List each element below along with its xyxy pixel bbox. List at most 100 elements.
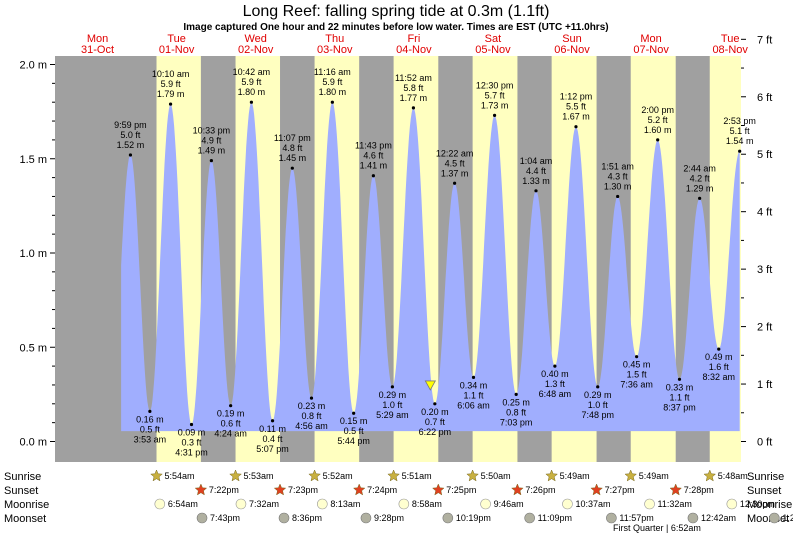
sunrise-icon (703, 469, 717, 482)
tide-point (698, 196, 702, 200)
tide-time-label: 1:12 pm (560, 92, 593, 102)
tide-meters-label: 0.15 m (340, 416, 368, 426)
moon-phase-label: First Quarter | 6:52am (613, 523, 701, 533)
y-right-tick-label: 5 ft (757, 149, 772, 161)
tide-feet-label: 4.2 ft (690, 173, 711, 183)
moonrise-time: 11:32am (658, 499, 692, 509)
y-left-tick-label: 1.5 m (19, 154, 47, 166)
date-label: 31-Oct (81, 44, 114, 56)
tide-point (616, 194, 620, 199)
tide-meters-label: 1.60 m (644, 125, 672, 135)
moonrise-icon (317, 498, 328, 510)
tide-point (352, 411, 356, 415)
tide-meters-label: 0.29 m (379, 390, 407, 400)
tide-point (635, 355, 639, 359)
moonrise-icon (154, 498, 166, 510)
moonset-time: 9:28pm (374, 513, 404, 523)
day-of-week-label: Mon (640, 33, 661, 45)
tide-point (371, 174, 375, 178)
tide-feet-label: 4.9 ft (201, 136, 222, 146)
sunrise-time: 5:49am (560, 471, 590, 481)
tide-point (390, 385, 394, 389)
tide-meters-label: 0.25 m (502, 397, 530, 407)
tide-point (148, 409, 152, 413)
moonset-time: 11:57pm (619, 513, 653, 523)
tide-time-label: 12:30 pm (476, 80, 514, 90)
row-label-left: Sunset (4, 485, 38, 497)
moonrise-time: 10:37am (575, 499, 610, 509)
y-left-tick-label: 0.5 m (19, 342, 47, 354)
tide-feet-label: 1.5 ft (627, 370, 648, 380)
tide-time-label: 6:22 pm (419, 427, 452, 437)
tide-time-label: 2:53 pm (723, 116, 756, 126)
moonset-time: 10:19pm (456, 513, 491, 523)
tide-point (574, 125, 578, 129)
current-tide-triangle (424, 380, 437, 391)
date-label: 04-Nov (396, 44, 432, 56)
moonrise-icon (235, 498, 247, 510)
tide-time-label: 2:00 pm (641, 105, 674, 115)
tide-feet-label: 5.7 ft (485, 90, 506, 100)
tide-meters-label: 1.49 m (198, 146, 226, 156)
tide-point (290, 166, 294, 170)
moonset-icon (769, 512, 780, 524)
tide-meters-label: 0.16 m (136, 414, 164, 424)
day-labels: Mon31-OctTue01-NovWed02-NovThu03-NovFri0… (81, 33, 748, 56)
sunset-time: 7:27pm (605, 485, 635, 495)
tide-meters-label: 1.54 m (726, 136, 754, 146)
tide-time-label: 11:43 pm (355, 141, 392, 151)
moonrise-icon (644, 498, 655, 510)
sunset-icon (511, 483, 524, 496)
moonset-icon (360, 512, 372, 524)
tide-feet-label: 1.3 ft (545, 379, 566, 389)
tide-feet-label: 1.6 ft (709, 362, 730, 372)
current-tide-marker (424, 380, 437, 391)
tide-point (249, 100, 254, 104)
tide-feet-label: 0.8 ft (301, 411, 322, 421)
y-right-tick-label: 7 ft (757, 34, 772, 46)
moonrise-icon (726, 498, 738, 510)
tide-feet-label: 0.8 ft (506, 407, 527, 417)
tide-point (677, 377, 682, 381)
sunset-time: 7:24pm (367, 485, 397, 495)
tide-feet-label: 5.8 ft (403, 83, 424, 93)
tide-time-label: 9:59 pm (114, 120, 147, 130)
sunrise-icon (545, 469, 559, 482)
astronomy-rows: Sunrise Sunrise Sunset Sunset Moonrise Moonri… (4, 469, 793, 533)
moonset-time: 11:09pm (538, 513, 572, 523)
tide-point (433, 402, 437, 406)
row-label-left: Sunrise (4, 471, 41, 483)
chart-subtitle: Image captured One hour and 22 minutes b… (183, 22, 608, 33)
tide-time-label: 7:48 pm (581, 410, 614, 420)
tide-point (717, 347, 721, 351)
tide-time-label: 8:32 am (702, 372, 735, 382)
date-label: 03-Nov (317, 44, 353, 56)
tide-labels: 9:59 pm5.0 ft1.52 m0.16 m0.5 ft3:53 am10… (114, 67, 756, 457)
tide-time-label: 6:06 am (457, 400, 490, 410)
sunrise-time: 5:52am (323, 471, 353, 481)
row-label-right: Moonrise (747, 499, 792, 511)
y-right-tick-label: 2 ft (757, 322, 772, 334)
moonset-icon (524, 512, 535, 524)
sunset-icon (669, 483, 683, 496)
tide-meters-label: 1.37 m (441, 168, 469, 178)
tide-meters-label: 1.29 m (686, 183, 714, 193)
tide-point (471, 375, 476, 380)
chart-title: Long Reef: falling spring tide at 0.3m (… (243, 3, 550, 20)
tide-point (596, 385, 600, 389)
tide-meters-label: 1.41 m (360, 161, 388, 171)
tide-feet-label: 5.5 ft (566, 102, 587, 112)
tide-meters-label: 1.67 m (562, 112, 590, 122)
tide-feet-label: 0.5 ft (344, 426, 365, 436)
tide-feet-label: 0.3 ft (181, 438, 202, 448)
tide-meters-label: 1.80 m (238, 87, 266, 97)
tide-time-label: 7:36 am (620, 380, 653, 390)
tide-meters-label: 1.73 m (481, 100, 509, 110)
tide-meters-label: 0.20 m (421, 407, 449, 417)
moonrise-time: 8:13am (330, 499, 360, 509)
tide-feet-label: 5.0 ft (120, 130, 141, 140)
tide-feet-label: 1.0 ft (382, 400, 403, 410)
tide-time-label: 1:51 am (601, 161, 634, 171)
tide-time-label: 10:42 am (233, 67, 271, 77)
tide-time-label: 5:29 am (376, 410, 409, 420)
